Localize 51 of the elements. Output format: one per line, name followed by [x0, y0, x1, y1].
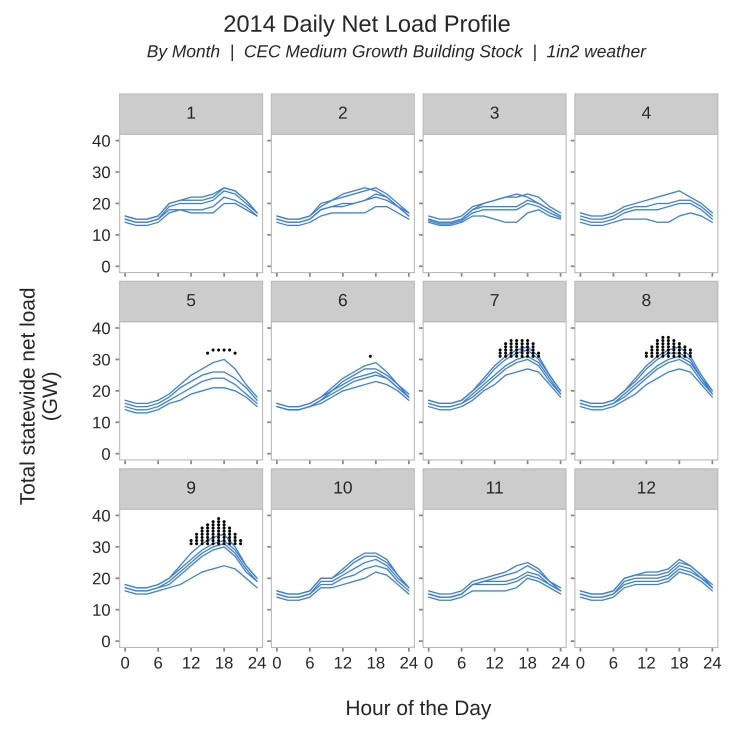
text: By Month | CEC Medium Growth Building Stock | 1in2 weather [147, 44, 647, 62]
y-tick-label: 20 [92, 572, 110, 584]
x-tick-label: 6 [458, 656, 466, 669]
chart-title: 1 [188, 106, 196, 119]
y-tick-label: 40 [92, 510, 110, 522]
chart-title: 5 [186, 294, 196, 306]
x-tick-label: 24 [248, 656, 266, 668]
x-tick-label: 18 [671, 656, 688, 669]
x-axis-title: Hour of the Day [347, 700, 492, 720]
chart-title: 2 [338, 106, 347, 119]
chart-title: 6 [338, 294, 347, 306]
x-tick-label: 24 [704, 656, 722, 668]
y-tick-label: 0 [102, 260, 110, 272]
chart-title: 10 [334, 481, 352, 494]
x-tick-label: 18 [520, 656, 536, 669]
chart-title: 7 [490, 294, 499, 306]
y-axis-title: Total statewide net load (GW) [19, 288, 62, 505]
y-tick-label: 10 [93, 416, 110, 428]
x-tick-label: 24 [400, 656, 418, 668]
chart-title: 8 [642, 294, 650, 306]
x-tick-label: 24 [552, 656, 570, 668]
x-tick-label: 0 [424, 656, 433, 669]
y-tick-label: 40 [92, 322, 110, 334]
x-tick-label: 12 [486, 656, 504, 668]
y-tick-label: 30 [92, 541, 110, 554]
x-tick-label: 6 [154, 656, 162, 669]
chart-title: 9 [187, 481, 196, 494]
x-tick-label: 0 [272, 656, 281, 669]
x-tick-label: 18 [216, 656, 233, 669]
y-tick-label: 30 [92, 166, 110, 178]
y-tick-label: 20 [92, 198, 110, 210]
text: 2014 Daily Net Load Profile [224, 14, 510, 37]
chart-title: 11 [486, 482, 503, 494]
x-tick-label: 18 [368, 656, 384, 669]
y-tick-label: 40 [92, 135, 110, 147]
y-tick-label: 30 [92, 354, 110, 366]
x-tick-label: 6 [610, 656, 618, 669]
y-tick-label: 20 [92, 385, 110, 398]
x-tick-label: 12 [183, 656, 200, 668]
chart-title: 12 [638, 481, 656, 494]
y-tick-label: 0 [102, 448, 110, 460]
y-tick-label: 10 [93, 229, 110, 242]
x-tick-label: 6 [306, 656, 314, 669]
y-tick-label: 0 [102, 636, 110, 648]
x-tick-label: 12 [638, 656, 655, 668]
chart-title: 4 [642, 106, 651, 119]
x-tick-label: 0 [576, 656, 584, 669]
chart-title: 3 [490, 106, 499, 119]
y-tick-label: 10 [93, 604, 110, 616]
x-tick-label: 12 [334, 656, 352, 668]
x-tick-label: 0 [121, 656, 130, 669]
